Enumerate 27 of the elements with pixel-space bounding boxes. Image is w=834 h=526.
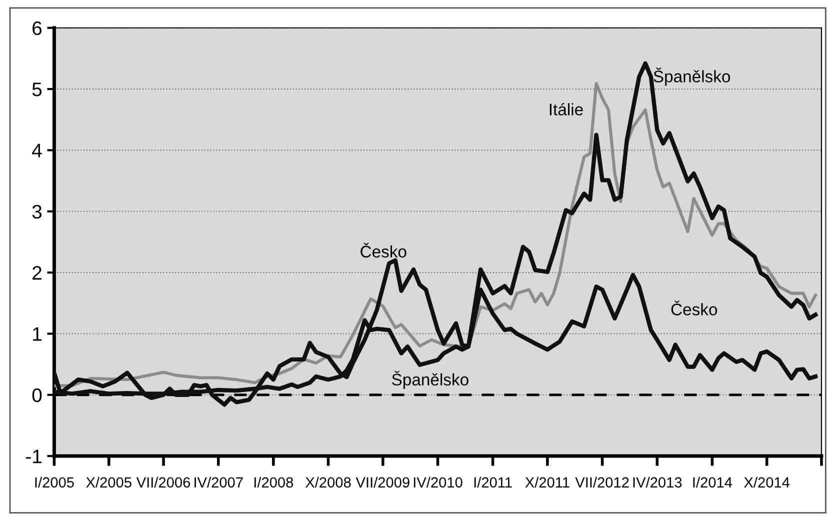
x-tick-label: VII/2006	[136, 476, 190, 488]
x-tick-label: X/2011	[525, 476, 570, 488]
x-tick-label: IV/2007	[194, 476, 243, 488]
x-tick-label: X/2014	[744, 476, 790, 488]
y-tick-label: 1	[33, 327, 42, 341]
annotation: Česko	[671, 300, 718, 316]
x-tick-label: VII/2009	[356, 476, 410, 488]
annotation: Česko	[360, 242, 406, 258]
x-tick-label: X/2008	[305, 476, 351, 488]
y-tick-label: 0	[32, 388, 42, 402]
x-tick-label: IV/2010	[414, 476, 462, 488]
x-tick-label: X/2005	[86, 476, 132, 488]
y-tick-label: 5	[32, 82, 42, 96]
annotation: Itálie	[550, 102, 583, 116]
annotation: Španělsko	[654, 68, 730, 86]
y-tick-label: 2	[32, 266, 42, 280]
y-tick-label: 3	[32, 204, 42, 219]
y-tick-label: 4	[32, 144, 42, 158]
x-tick-label: VII/2012	[575, 476, 629, 488]
x-tick-label: I/2011	[474, 476, 512, 488]
y-tick-label: 6	[32, 21, 42, 36]
x-tick-label: I/2014	[693, 476, 732, 488]
x-tick-label: I/2005	[35, 476, 74, 488]
x-tick-label: IV/2013	[633, 476, 682, 488]
annotation: Španělsko	[392, 370, 468, 389]
x-tick-label: I/2008	[254, 476, 294, 488]
y-tick-label: -1	[26, 450, 42, 464]
